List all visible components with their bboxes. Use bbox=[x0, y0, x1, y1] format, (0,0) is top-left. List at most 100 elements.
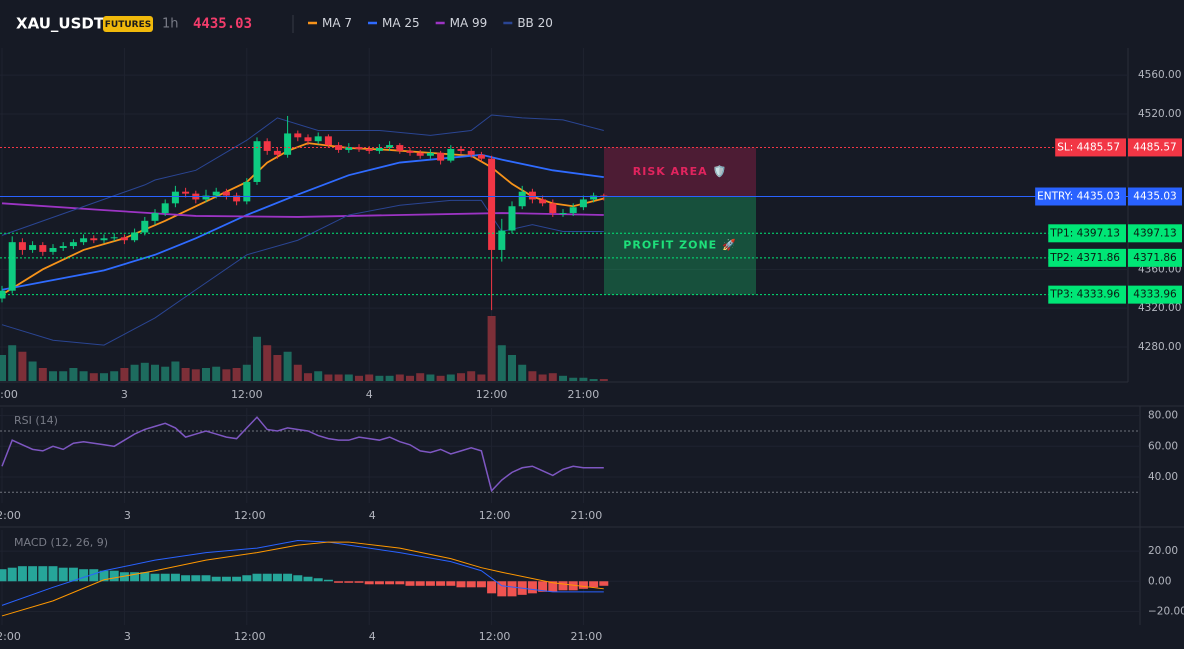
candle-body bbox=[29, 245, 37, 250]
volume-bar bbox=[365, 374, 374, 381]
candle-body bbox=[100, 238, 108, 241]
histogram-bar bbox=[140, 572, 150, 582]
candle-body bbox=[202, 195, 210, 200]
candle-body bbox=[314, 136, 322, 142]
candle-body bbox=[528, 191, 536, 200]
candle-body bbox=[18, 242, 26, 250]
legend-label: MA 7 bbox=[322, 16, 352, 30]
volume-bar bbox=[232, 368, 241, 381]
volume-bar bbox=[548, 373, 557, 381]
candle-body bbox=[120, 237, 128, 241]
y-tick-label: 0.00 bbox=[1148, 575, 1171, 587]
rsi-line bbox=[1, 416, 604, 493]
candle-body bbox=[467, 150, 475, 155]
histogram-bar bbox=[395, 581, 405, 585]
x-tick-label: 12:00 bbox=[479, 630, 511, 643]
level-value-bg bbox=[1128, 285, 1182, 304]
volume-bar bbox=[171, 361, 180, 381]
histogram-bar bbox=[385, 581, 395, 585]
level-label-bg bbox=[1035, 187, 1126, 206]
candle-body bbox=[304, 137, 312, 142]
candle-body bbox=[345, 147, 353, 150]
histogram-bar bbox=[242, 575, 252, 582]
histogram-bar bbox=[568, 581, 578, 591]
volume-bar bbox=[589, 379, 598, 381]
y-tick-label: 4560.00 bbox=[1138, 69, 1181, 81]
candle-body bbox=[253, 141, 261, 182]
legend-label: MA 99 bbox=[450, 16, 488, 30]
histogram-bar bbox=[589, 581, 599, 588]
level-label-bg bbox=[1048, 285, 1126, 304]
volume-bar bbox=[487, 316, 496, 381]
histogram-bar bbox=[425, 581, 435, 586]
zone bbox=[604, 147, 756, 197]
y-tick-label: 4280.00 bbox=[1138, 341, 1181, 353]
volume-bar bbox=[253, 336, 261, 381]
candle-body bbox=[110, 237, 118, 239]
histogram-bar bbox=[150, 573, 160, 582]
candle-body bbox=[49, 247, 57, 252]
x-tick-label: 21:00 bbox=[571, 630, 603, 643]
volume-bar bbox=[28, 361, 37, 381]
candle-body bbox=[579, 199, 587, 208]
candle-body bbox=[498, 230, 506, 250]
x-tick-label: 12:00 bbox=[0, 630, 21, 643]
histogram-bar bbox=[272, 573, 282, 582]
histogram-bar bbox=[344, 581, 354, 583]
y-tick-label: 20.00 bbox=[1148, 545, 1178, 557]
candle-body bbox=[8, 242, 16, 291]
x-tick-label: 12:00 bbox=[231, 388, 263, 401]
zone-label: RISK AREA 🛡️ bbox=[633, 165, 727, 178]
x-tick-label: 3 bbox=[124, 630, 131, 643]
volume-bar bbox=[242, 364, 251, 381]
candle-body bbox=[294, 133, 302, 138]
histogram-bar bbox=[436, 581, 446, 586]
volume-bar bbox=[395, 374, 404, 381]
histogram-bar bbox=[415, 581, 425, 586]
volume-bar bbox=[406, 375, 414, 381]
histogram-bar bbox=[354, 581, 364, 583]
candle-body bbox=[222, 191, 230, 196]
x-tick-label: 21:00 bbox=[571, 509, 603, 522]
histogram-bar bbox=[558, 581, 568, 591]
pane-title: RSI (14) bbox=[14, 414, 58, 427]
candle-body bbox=[273, 150, 281, 155]
volume-bar bbox=[497, 345, 506, 381]
level-label: TP3: 4333.96 bbox=[1049, 289, 1120, 301]
volume-bar bbox=[130, 364, 139, 381]
x-tick-label: 21:00 bbox=[568, 388, 600, 401]
volume-bar bbox=[508, 355, 516, 381]
histogram-bar bbox=[283, 573, 293, 582]
level-value: 4371.86 bbox=[1133, 252, 1177, 264]
badge-bg bbox=[103, 16, 153, 32]
candle-body bbox=[437, 152, 445, 161]
volume-bar bbox=[538, 374, 547, 381]
volume-bar bbox=[8, 345, 17, 381]
volume-bar bbox=[38, 368, 47, 381]
candle-body bbox=[335, 145, 343, 150]
histogram-bar bbox=[119, 572, 129, 582]
volume-bar bbox=[314, 371, 323, 381]
level-label: TP1: 4397.13 bbox=[1049, 227, 1120, 239]
histogram-bar bbox=[89, 569, 99, 582]
ma-line bbox=[1, 114, 604, 236]
histogram-bar bbox=[130, 572, 140, 582]
volume-bar bbox=[528, 371, 537, 381]
candle-body bbox=[426, 152, 434, 156]
candle-body bbox=[69, 242, 77, 247]
volume-bar bbox=[69, 368, 78, 381]
candle-body bbox=[182, 191, 190, 194]
histogram-bar bbox=[221, 576, 231, 582]
volume-bar bbox=[161, 366, 170, 381]
histogram-bar bbox=[191, 575, 201, 582]
candle-body bbox=[284, 133, 292, 155]
candle-body bbox=[396, 145, 404, 151]
histogram-bar bbox=[7, 567, 17, 582]
volume-bar bbox=[559, 375, 567, 381]
candle-body bbox=[131, 232, 139, 241]
candle-body bbox=[406, 150, 414, 153]
histogram-bar bbox=[405, 581, 415, 586]
volume-bar bbox=[467, 371, 476, 381]
volume-bar bbox=[324, 374, 333, 381]
